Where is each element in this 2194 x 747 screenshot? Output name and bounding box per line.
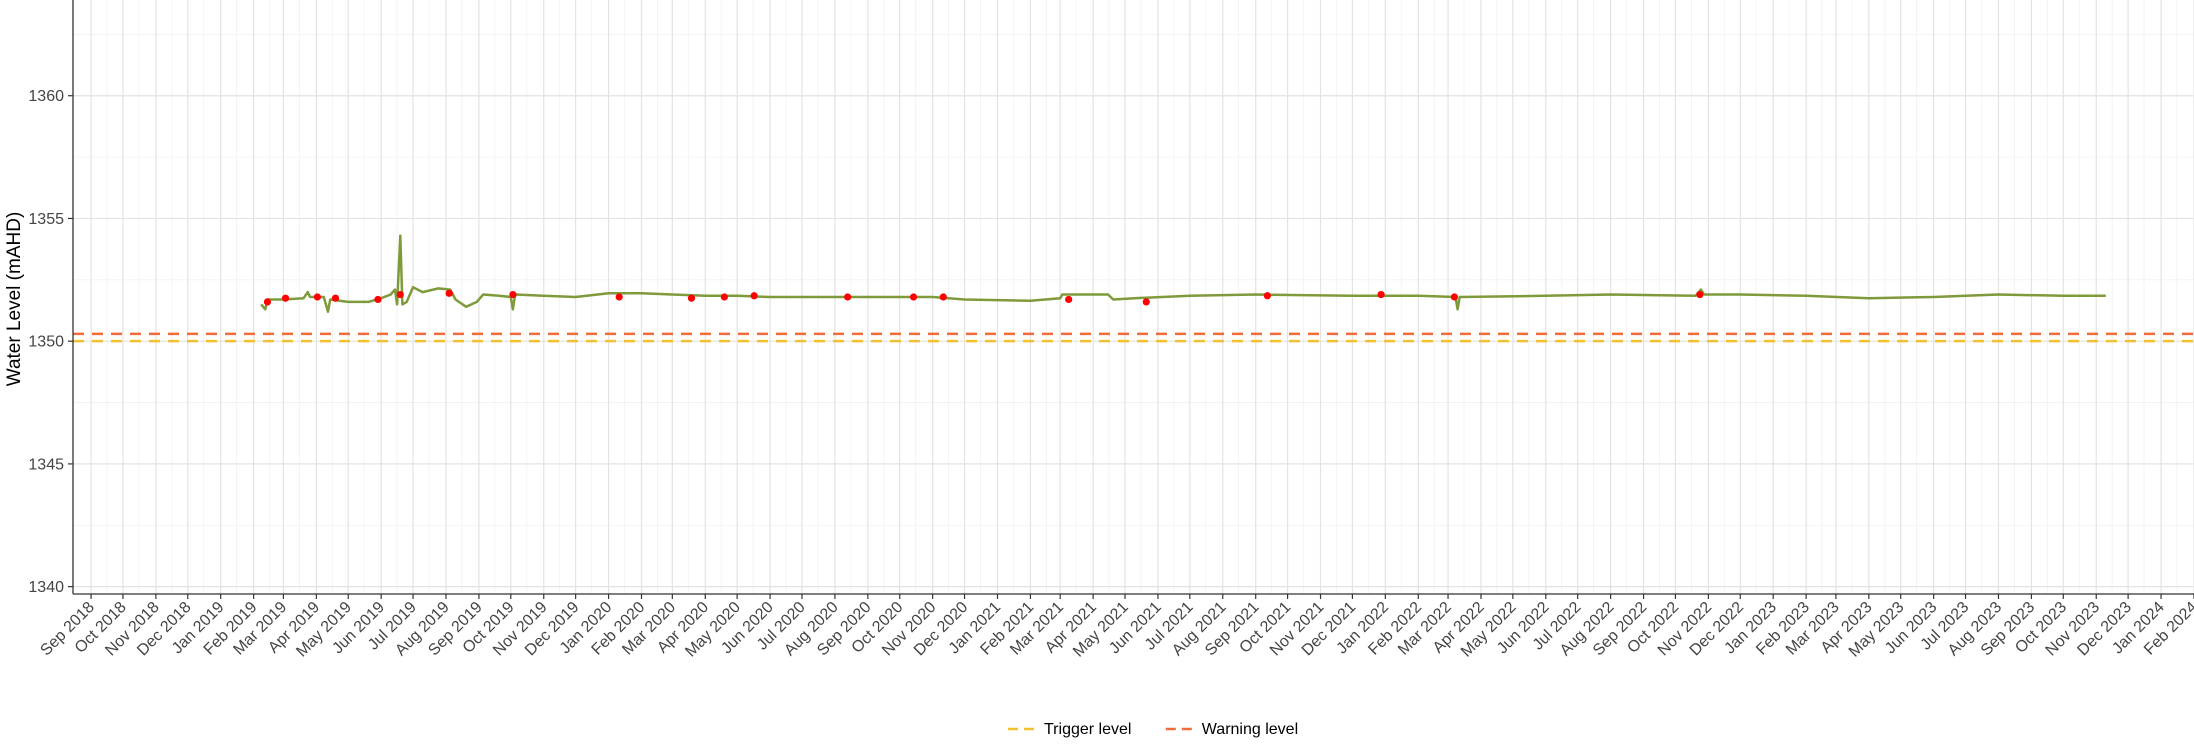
manual-reading-point (264, 298, 271, 305)
legend: Trigger level Warning level (1008, 721, 1298, 738)
y-tick-label: 1340 (28, 579, 64, 596)
legend-label: Warning level (1202, 721, 1298, 738)
manual-reading-point (1065, 296, 1072, 303)
y-tick-label: 1345 (28, 456, 64, 473)
manual-reading-point (1264, 292, 1271, 299)
y-axis-title: Water Level (mAHD) (4, 212, 25, 387)
manual-reading-point (910, 293, 917, 300)
manual-reading-point (374, 296, 381, 303)
manual-reading-point (1377, 291, 1384, 298)
manual-reading-point (446, 290, 453, 297)
y-tick-label: 1355 (28, 211, 64, 228)
y-tick-labels: 1340 1345 1350 1355 1360 (28, 88, 64, 596)
manual-reading-point (314, 293, 321, 300)
manual-reading-point (1143, 298, 1150, 305)
manual-reading-point (940, 293, 947, 300)
water-level-line (261, 236, 2106, 312)
series-layer (261, 236, 2106, 312)
y-tick-label: 1360 (28, 88, 64, 105)
manual-reading-point (397, 291, 404, 298)
threshold-lines (73, 334, 2194, 341)
manual-reading-point (616, 293, 623, 300)
manual-reading-point (1451, 293, 1458, 300)
y-tick-label: 1350 (28, 334, 64, 351)
manual-reading-point (721, 293, 728, 300)
manual-reading-point (688, 295, 695, 302)
manual-reading-point (282, 295, 289, 302)
manual-reading-point (332, 295, 339, 302)
manual-reading-point (509, 291, 516, 298)
manual-reading-point (1696, 291, 1703, 298)
legend-label: Trigger level (1044, 721, 1131, 738)
manual-reading-point (844, 293, 851, 300)
manual-reading-point (751, 292, 758, 299)
